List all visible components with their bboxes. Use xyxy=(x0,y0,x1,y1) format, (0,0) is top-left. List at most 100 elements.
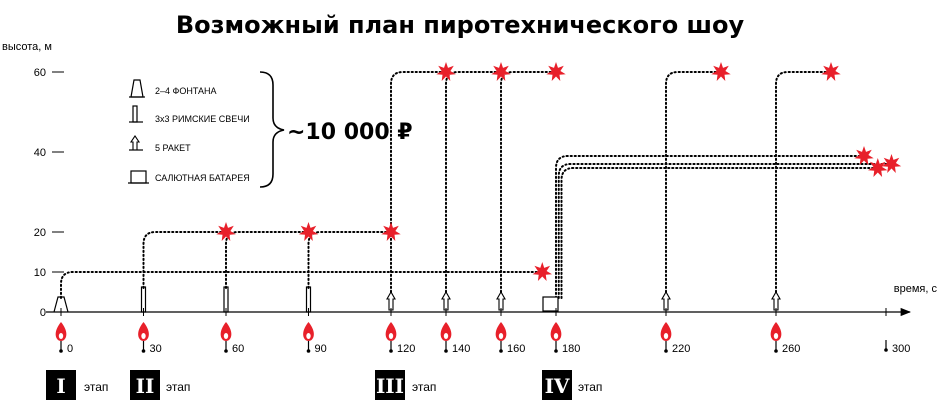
fountain-icon xyxy=(130,79,144,98)
fuse-flame-icon xyxy=(770,322,782,353)
stage-numeral: IV xyxy=(545,374,570,398)
flight-path xyxy=(307,231,392,289)
flight-path xyxy=(142,231,227,289)
y-axis-ticks: 0 10 20 40 60 xyxy=(34,67,64,319)
y-tick-label: 10 xyxy=(34,267,46,279)
legend-item-battery: САЛЮТНАЯ БАТАРЕЯ xyxy=(128,170,250,184)
stage-word: этап xyxy=(578,380,602,394)
fuse-dot xyxy=(141,349,146,353)
x-tick-label: 300 xyxy=(892,343,910,355)
flight-path xyxy=(60,271,544,299)
fuse-dot xyxy=(499,349,503,353)
x-tick-label: 90 xyxy=(315,343,327,355)
rocket-icon xyxy=(129,135,141,151)
burst-star-icon xyxy=(854,146,874,165)
stage-badge-2: II этап xyxy=(130,370,190,400)
stage-numeral: I xyxy=(56,374,65,398)
fuse-dot xyxy=(884,348,888,352)
burst-star-icon xyxy=(298,222,319,241)
burst-star-icon xyxy=(532,262,552,281)
x-tick-label: 0 xyxy=(67,343,73,355)
burst-star-icon xyxy=(381,222,401,241)
fuse-flame-icon xyxy=(660,322,672,353)
legend-brace xyxy=(259,71,285,188)
fuse-dot xyxy=(389,349,393,353)
legend-label-roman-candle: 3х3 РИМСКИЕ СВЕЧИ xyxy=(155,114,250,124)
fuse-flame-icon xyxy=(550,322,562,353)
flight-path xyxy=(225,231,310,289)
rocket-icon xyxy=(441,290,451,311)
legend-label-rocket: 5 РАКЕТ xyxy=(155,143,191,153)
legend: 2–4 ФОНТАНА 3х3 РИМСКИЕ СВЕЧИ 5 РАКЕТ СА… xyxy=(128,71,413,188)
flight-path xyxy=(390,71,447,293)
fuse-flame-icon xyxy=(55,322,67,353)
price-label: ~10 000 ₽ xyxy=(287,120,413,145)
fuse-dot xyxy=(664,349,668,353)
fountain-icon xyxy=(53,296,69,313)
x-tick-label: 140 xyxy=(452,343,470,355)
legend-item-rocket: 5 РАКЕТ xyxy=(129,135,191,153)
burst-star-icon xyxy=(216,222,236,241)
x-tick-label: 220 xyxy=(672,343,690,355)
fuse-dot xyxy=(59,349,63,353)
flight-path xyxy=(775,71,832,293)
fuse-flame-icon xyxy=(440,322,452,353)
launch-devices xyxy=(53,286,781,313)
flight-path xyxy=(557,163,893,299)
fuse-flame-icon xyxy=(303,322,314,353)
fuse-dot xyxy=(444,349,448,353)
stage-numeral: III xyxy=(376,374,404,398)
time-ticks: 0 30 60 90 120 140 160 180 220 260 300 xyxy=(55,308,910,355)
burst-star-icon xyxy=(491,62,511,81)
burst-star-icon xyxy=(881,154,902,173)
x-tick-label: 60 xyxy=(232,343,244,355)
stage-numeral: II xyxy=(136,374,155,398)
fuse-dot xyxy=(554,349,558,353)
x-axis-label: время, с xyxy=(894,283,938,295)
y-tick-label: 0 xyxy=(40,307,46,319)
diagram-title: Возможный план пиротехнического шоу xyxy=(176,11,745,39)
fuse-dot xyxy=(224,349,228,353)
flight-path xyxy=(560,167,879,299)
fuse-flame-icon xyxy=(495,322,507,353)
y-tick-label: 20 xyxy=(34,227,46,239)
legend-item-roman-candle: 3х3 РИМСКИЕ СВЕЧИ xyxy=(129,105,250,124)
stage-word: этап xyxy=(412,380,436,394)
burst-star-icon xyxy=(868,158,888,177)
y-axis-label: высота, м xyxy=(2,41,52,53)
flight-path xyxy=(555,155,865,299)
x-tick-label: 180 xyxy=(562,343,580,355)
x-tick-label: 260 xyxy=(782,343,800,355)
battery-icon xyxy=(542,296,559,312)
fuse-flame-icon xyxy=(385,322,397,353)
legend-item-fountain: 2–4 ФОНТАНА xyxy=(129,79,217,98)
battery-icon xyxy=(130,170,147,184)
x-tick-label: 120 xyxy=(397,343,415,355)
burst-star-icon xyxy=(821,62,841,81)
legend-label-battery: САЛЮТНАЯ БАТАРЕЯ xyxy=(155,173,250,183)
fuse-dot xyxy=(306,349,311,353)
flight-path xyxy=(665,71,722,293)
stage-word: этап xyxy=(166,380,190,394)
y-tick-label: 40 xyxy=(34,147,46,159)
rocket-icon xyxy=(386,290,396,311)
stage-badge-3: III этап xyxy=(375,370,436,400)
stage-badge-1: I этап xyxy=(46,370,108,400)
fuse-dot xyxy=(774,349,778,353)
rocket-icon xyxy=(661,290,671,311)
flight-path xyxy=(500,71,557,293)
flight-path xyxy=(445,71,502,293)
x-tick-label: 160 xyxy=(507,343,525,355)
burst-markers xyxy=(216,62,902,281)
rocket-icon xyxy=(771,290,781,311)
x-tick-label: 30 xyxy=(150,343,162,355)
fuse-flame-icon xyxy=(138,322,149,353)
flight-paths xyxy=(60,71,893,299)
burst-star-icon xyxy=(436,62,456,81)
burst-star-icon xyxy=(546,62,566,81)
rocket-icon xyxy=(496,290,506,311)
burst-star-icon xyxy=(711,62,731,81)
roman-candle-icon xyxy=(132,105,138,123)
fuse-flame-icon xyxy=(220,322,232,353)
